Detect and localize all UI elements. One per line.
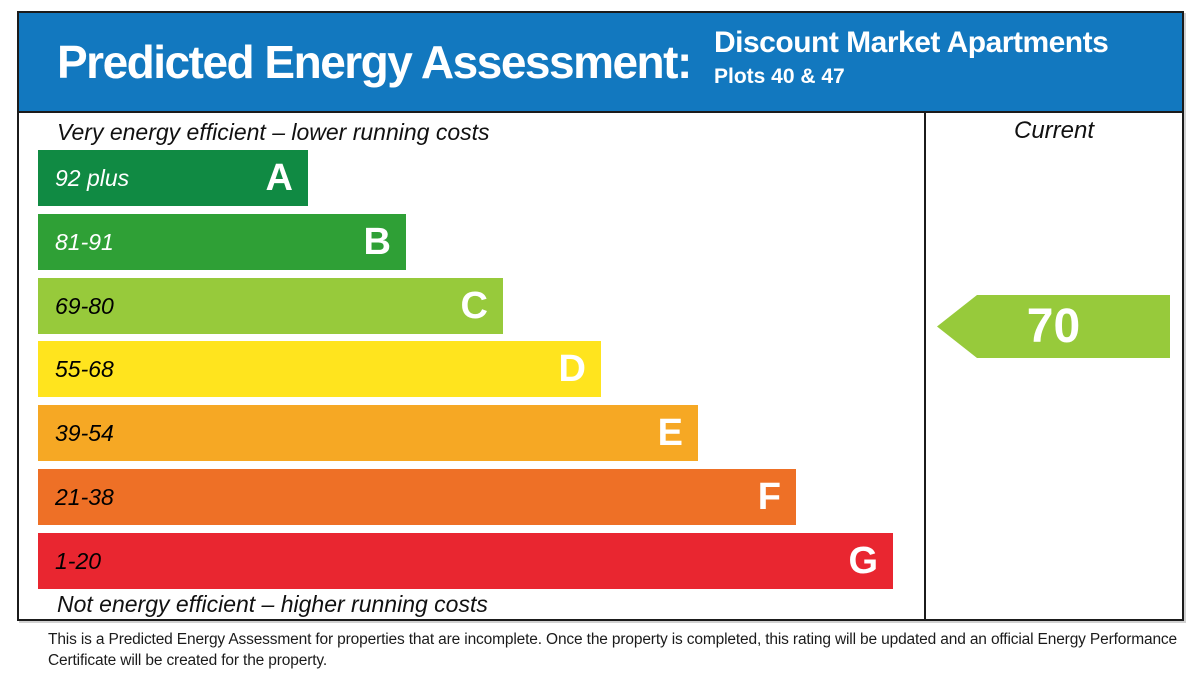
epc-band-F: 21-38 F [38,469,796,525]
band-grade-letter: D [558,348,586,390]
disclaimer-text: This is a Predicted Energy Assessment fo… [48,629,1188,671]
band-grade-letter: E [657,412,683,454]
epc-band-C: 69-80 C [38,278,503,334]
certificate-header: Predicted Energy Assessment: Discount Ma… [19,13,1182,113]
energy-assessment-certificate: Predicted Energy Assessment: Discount Ma… [17,11,1184,621]
disclaimer-line-1: This is a Predicted Energy Assessment fo… [48,631,1177,648]
epc-band-A: 92 plus A [38,150,308,206]
band-grade-letter: G [848,540,878,582]
property-plots: Plots 40 & 47 [714,65,845,88]
epc-bands: 92 plus A 81-91 B 69-80 C 55-68 D 39-54 E 21-38 F 1-… [38,150,924,590]
property-name: Discount Market Apartments [714,26,1109,59]
band-range-label: 21-38 [55,483,114,510]
top-caption: Very energy efficient – lower running co… [57,119,490,145]
band-range-label: 55-68 [55,355,114,382]
page-title: Predicted Energy Assessment: [57,36,692,88]
epc-band-E: 39-54 E [38,405,698,461]
panel-divider [924,113,926,619]
disclaimer-line-2: Certificate will be created for the prop… [48,652,327,669]
band-grade-letter: A [265,157,293,199]
epc-band-B: 81-91 B [38,214,406,270]
property-info: Discount Market Apartments Plots 40 & 47 [714,26,1109,89]
band-range-label: 81-91 [55,228,114,255]
band-range-label: 1-20 [55,547,102,574]
band-grade-letter: F [757,476,781,518]
epc-band-G: 1-20 G [38,533,893,589]
current-rating-value: 70 [1026,299,1081,353]
band-range-label: 69-80 [55,292,114,319]
band-range-label: 39-54 [55,419,114,446]
band-range-label: 92 plus [55,164,130,191]
current-rating-arrow: 70 [937,295,1170,358]
bottom-caption: Not energy efficient – higher running co… [57,591,488,617]
epc-band-D: 55-68 D [38,341,601,397]
current-column-header: Current [1013,117,1095,144]
band-grade-letter: B [363,221,391,263]
band-grade-letter: C [460,285,488,327]
